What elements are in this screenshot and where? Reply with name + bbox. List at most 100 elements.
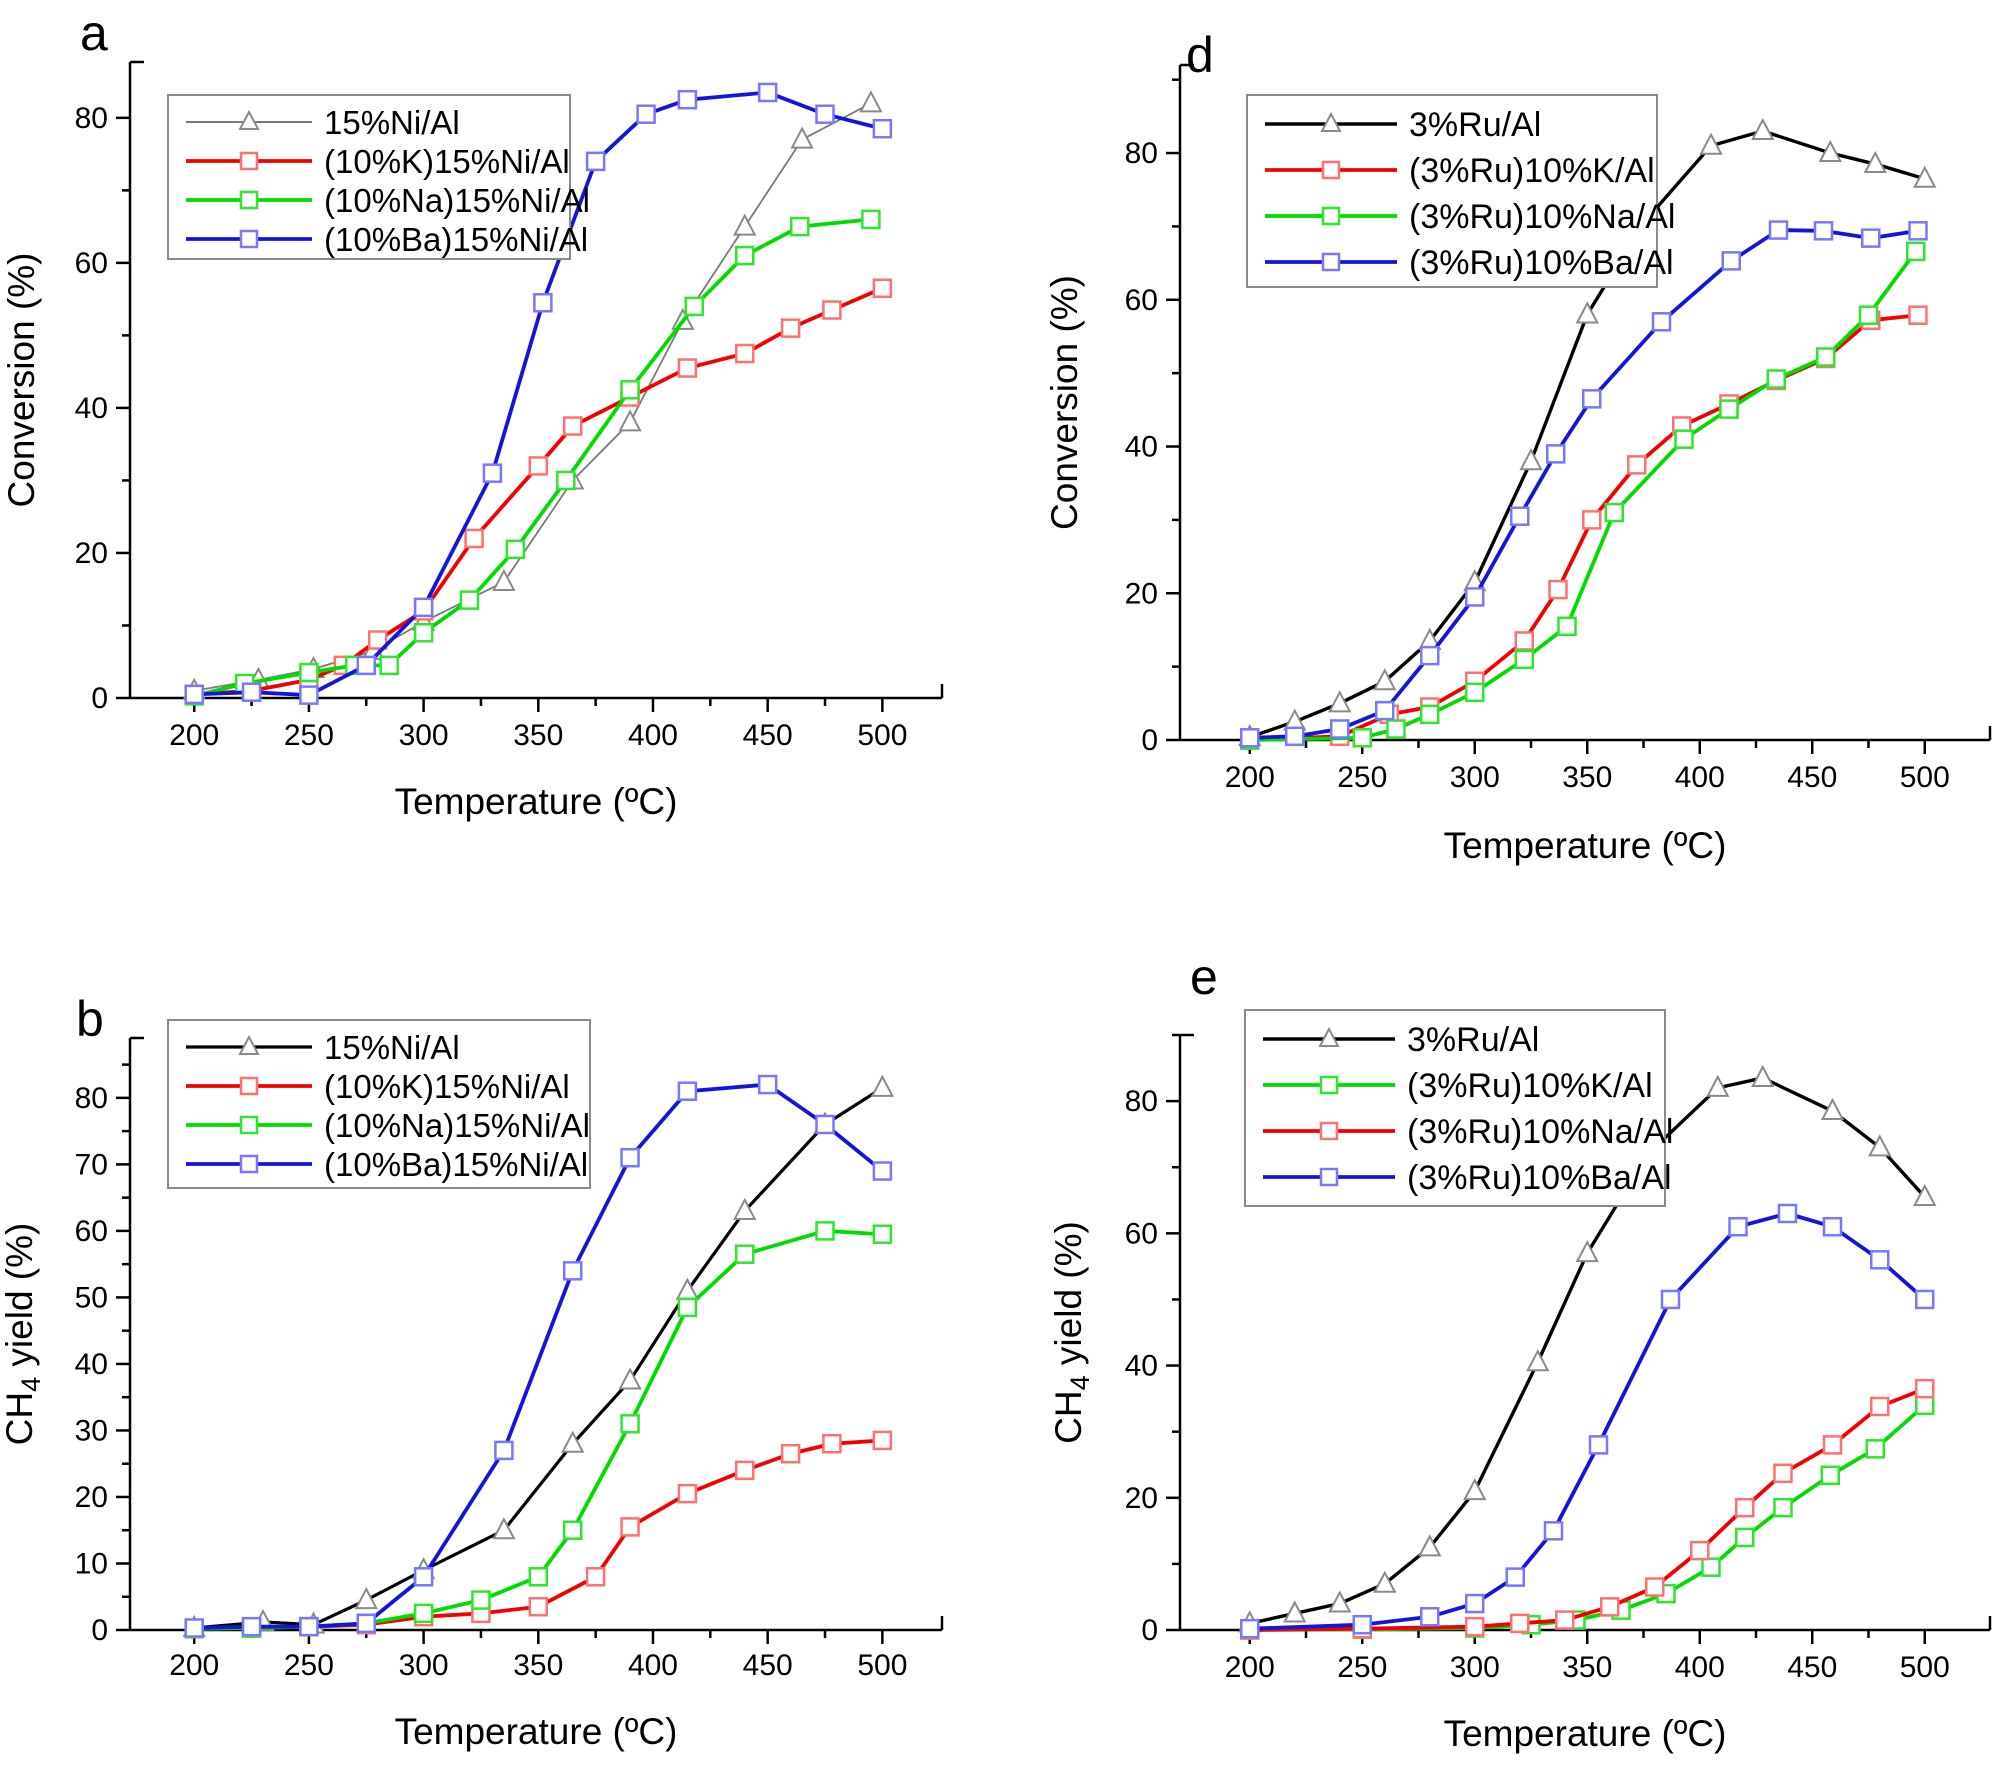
y-axis-title: Conversion (%)	[1, 253, 42, 508]
y-tick-label: 80	[1125, 1085, 1158, 1118]
x-tick-label: 200	[169, 1649, 219, 1682]
series-line	[1249, 228, 1919, 740]
legend-item: 3%Ru/Al	[1263, 1021, 1539, 1059]
triangle-marker	[733, 213, 757, 236]
y-tick-label: 20	[75, 1481, 108, 1514]
square-marker	[528, 1596, 549, 1617]
square-marker	[1690, 1540, 1710, 1561]
square-marker	[356, 655, 377, 676]
triangle-marker	[1320, 111, 1342, 132]
x-axis-title: Temperature (ºC)	[1444, 1713, 1727, 1754]
square-marker	[482, 463, 503, 483]
square-marker	[239, 1154, 259, 1174]
legend-label: (10%K)15%Ni/Al	[324, 143, 570, 180]
x-tick-label: 500	[1900, 1651, 1950, 1684]
x-tick-label: 200	[169, 719, 219, 752]
square-marker	[413, 1567, 434, 1587]
series-line	[1249, 1386, 1926, 1632]
square-marker	[241, 682, 262, 702]
square-marker	[1465, 1593, 1485, 1614]
triangle-marker	[1463, 1478, 1487, 1501]
square-marker	[1908, 221, 1928, 241]
legend-label: (3%Ru)10%Na/Al	[1407, 1113, 1673, 1151]
square-marker	[872, 1430, 893, 1451]
chart-a: 200 250 300 350 400 450 500 0 20 40 60 80 Temperatur…	[1, 60, 944, 822]
x-tick-label: 200	[1225, 1651, 1275, 1684]
legend-item: (10%Ba)15%Ni/Al	[186, 1146, 588, 1183]
x-tick-label: 400	[1675, 1651, 1725, 1684]
square-marker	[872, 118, 893, 139]
series-line	[194, 286, 884, 697]
x-tick-label: 400	[628, 719, 678, 752]
legend-item: (3%Ru)10%K/Al	[1263, 1067, 1653, 1105]
legend-item: (3%Ru)10%Ba/Al	[1263, 1159, 1672, 1197]
square-marker	[556, 470, 576, 491]
legend-label: (10%Ba)15%Ni/Al	[324, 1146, 588, 1183]
x-tick-label: 400	[628, 1649, 678, 1682]
square-marker	[299, 1616, 319, 1637]
square-marker	[1627, 455, 1647, 475]
square-marker	[1375, 700, 1395, 721]
x-tick-label: 400	[1675, 761, 1725, 794]
square-marker	[1465, 587, 1485, 607]
panel-letter-d: d	[1186, 27, 1214, 83]
triangle-marker	[1913, 165, 1937, 188]
y-tick-label: 10	[75, 1547, 108, 1580]
triangle-marker	[1913, 1183, 1937, 1206]
square-marker	[677, 358, 698, 378]
triangle-marker	[492, 568, 516, 591]
square-marker	[1505, 1567, 1525, 1587]
square-marker	[299, 685, 319, 705]
x-axis-title: Temperature (ºC)	[1444, 825, 1727, 866]
square-marker	[815, 104, 835, 124]
tick-labels: 200 250 300 350 400 450 500 0 20 40 60 80	[1125, 1085, 1950, 1684]
square-marker	[528, 456, 549, 476]
triangle-marker	[1575, 301, 1599, 324]
series-(3%Ru)10%Ba/Al	[1240, 220, 1928, 748]
triangle-marker	[1373, 1570, 1397, 1593]
square-marker	[815, 1221, 835, 1241]
series-3%Ru/Al	[1238, 1064, 1937, 1633]
square-marker	[379, 655, 399, 676]
series-(10%Ba)15%Ni/Al	[184, 1074, 893, 1638]
triangle-marker	[1706, 1074, 1730, 1097]
square-marker	[815, 1114, 835, 1135]
square-marker	[1735, 1497, 1755, 1518]
square-marker	[1352, 1614, 1372, 1635]
triangle-marker	[1575, 1240, 1599, 1263]
series-(10%Na)15%Ni/Al	[184, 1221, 893, 1639]
square-marker	[1701, 1557, 1721, 1577]
triangle-marker	[1868, 1134, 1892, 1157]
x-tick-label: 350	[1562, 761, 1612, 794]
y-tick-label: 70	[75, 1148, 108, 1181]
x-tick-label: 350	[1562, 1651, 1612, 1684]
triangle-marker	[1519, 448, 1543, 471]
x-tick-label: 300	[1450, 761, 1500, 794]
square-marker	[677, 1483, 698, 1504]
square-marker	[780, 1443, 801, 1464]
square-marker	[620, 1414, 640, 1434]
square-marker	[620, 1147, 640, 1168]
square-marker	[464, 528, 484, 549]
square-marker	[757, 82, 778, 103]
triangle-marker	[1751, 117, 1775, 141]
series-(3%Ru)10%Ba/Al	[1240, 1203, 1935, 1639]
square-marker	[1820, 1465, 1840, 1486]
tick-labels: 200 250 300 350 400 450 500 0 20 40 60 80	[75, 102, 908, 752]
square-marker	[1319, 1121, 1339, 1141]
legend-label: (3%Ru)10%Ba/Al	[1409, 244, 1674, 282]
square-marker	[1721, 251, 1741, 271]
triangle-marker	[790, 126, 814, 149]
x-tick-label: 450	[743, 719, 793, 752]
triangle-marker	[1328, 1590, 1352, 1613]
square-marker	[1773, 1463, 1793, 1484]
square-marker	[299, 662, 319, 683]
square-marker	[562, 1520, 583, 1540]
square-marker	[1420, 645, 1440, 666]
y-tick-label: 0	[1141, 724, 1158, 757]
square-marker	[239, 151, 259, 171]
square-marker	[1600, 1597, 1620, 1617]
y-tick-label: 20	[1125, 1482, 1158, 1515]
y-tick-label: 40	[75, 1348, 108, 1381]
